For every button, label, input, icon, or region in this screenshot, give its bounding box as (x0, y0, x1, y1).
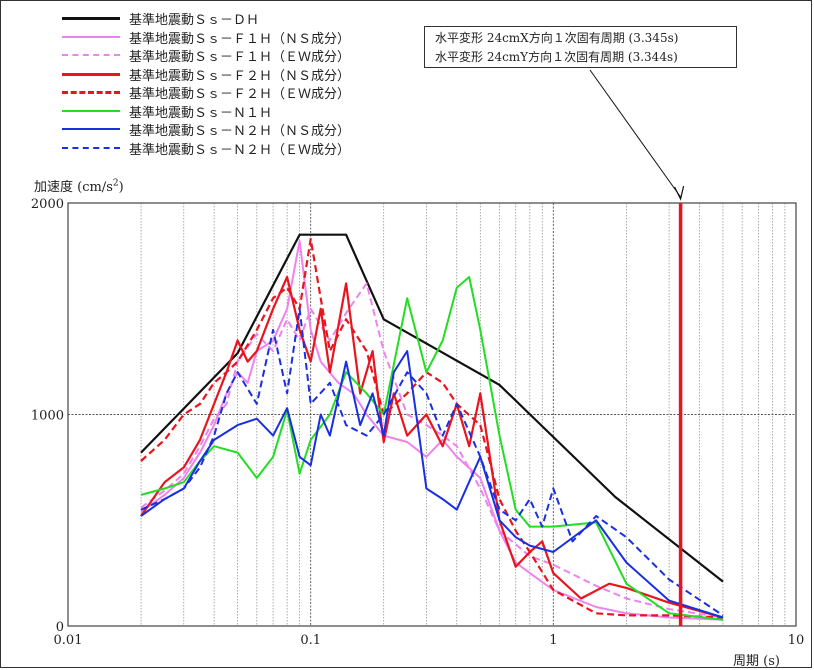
legend-swatch (62, 146, 120, 149)
y-axis-label-main: 加速度 (cm/s (34, 180, 113, 195)
legend-item: 基準地震動Ｓｓ－Ｆ２Ｈ（ＥＷ成分） (62, 82, 422, 102)
legend-label: 基準地震動Ｓｓ－Ｆ１Ｈ（ＮＳ成分） (129, 31, 351, 47)
legend-item: 基準地震動Ｓｓ－Ｆ１Ｈ（ＥＷ成分） (62, 45, 422, 65)
legend-label: 基準地震動Ｓｓ－Ｎ１Ｈ (129, 105, 273, 121)
legend-label: 基準地震動Ｓｓ－Ｆ２Ｈ（ＮＳ成分） (129, 68, 351, 84)
legend-item: 基準地震動Ｓｓ－Ｆ２Ｈ（ＮＳ成分） (62, 64, 422, 84)
period-annotation-box: 水平変形 24cmX方向１次固有周期 (3.345s) 水平変形 24cmY方向… (424, 26, 737, 68)
legend-swatch (62, 35, 120, 38)
series-line-4 (140, 275, 724, 619)
legend-label: 基準地震動Ｓｓ－ＤＨ (129, 13, 260, 28)
y-axis-label: 加速度 (cm/s2) (34, 176, 124, 195)
legend-item: 基準地震動Ｓｓ－Ｎ２Ｈ（ＥＷ成分） (62, 138, 422, 158)
series-line-5 (140, 237, 724, 619)
legend-item: 基準地震動Ｓｓ－Ｆ１Ｈ（ＮＳ成分） (62, 27, 422, 47)
legend-item: 基準地震動Ｓｓ－Ｎ１Ｈ (62, 101, 422, 121)
x-tick-label: 1 (549, 633, 557, 648)
series-line-6 (140, 276, 724, 621)
legend-swatch (62, 17, 120, 20)
y-tick-label: 0 (56, 620, 64, 635)
legend-label: 基準地震動Ｓｓ－Ｎ２Ｈ（ＥＷ成分） (129, 142, 351, 158)
y-axis-label-sup: 2 (112, 178, 119, 189)
legend-swatch (62, 109, 120, 112)
y-axis-label-end: ) (118, 180, 124, 195)
legend-label: 基準地震動Ｓｓ－Ｎ２Ｈ（ＮＳ成分） (129, 124, 351, 139)
annotation-arrow-shaft (589, 69, 681, 198)
series-line-1 (140, 233, 724, 583)
legend-swatch (62, 128, 120, 130)
legend-swatch (62, 72, 120, 76)
series-line-8 (140, 307, 724, 617)
x-tick-label: 0.01 (54, 633, 83, 648)
legend-swatch (62, 54, 120, 56)
y-tick-label: 1000 (31, 409, 64, 424)
legend-item: 基準地震動Ｓｓ－ＤＨ (62, 8, 422, 28)
legend-swatch (62, 91, 120, 94)
plot-area-border (67, 202, 797, 627)
legend-label: 基準地震動Ｓｓ－Ｆ１Ｈ（ＥＷ成分） (129, 50, 351, 65)
annotation-line-x: 水平変形 24cmX方向１次固有周期 (3.345s) (435, 31, 679, 45)
series-line-7 (140, 350, 724, 619)
annotation-line-y: 水平変形 24cmY方向１次固有周期 (3.344s) (435, 50, 678, 64)
annotation-layer (589, 69, 685, 626)
x-axis-label: 周期 (s) (733, 654, 780, 669)
annotation-arrow-head (674, 185, 685, 201)
y-tick-label: 2000 (31, 197, 64, 212)
series-layer (140, 233, 724, 621)
x-tick-label: 10 (788, 633, 805, 648)
legend-item: 基準地震動Ｓｓ－Ｎ２Ｈ（ＮＳ成分） (62, 119, 422, 139)
x-tick-label: 0.1 (300, 633, 321, 648)
grid-layer (67, 202, 797, 627)
legend-label: 基準地震動Ｓｓ－Ｆ２Ｈ（ＥＷ成分） (129, 87, 351, 102)
tick-layer: 0.01 0.1 1 10 0 1000 2000 (31, 197, 804, 648)
